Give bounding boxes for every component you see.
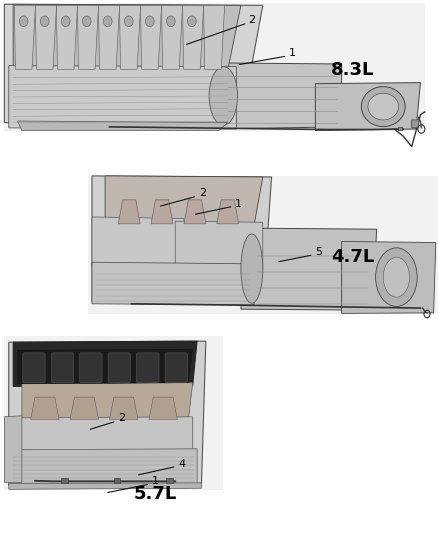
Polygon shape	[4, 4, 263, 124]
Ellipse shape	[375, 248, 417, 306]
Polygon shape	[105, 176, 263, 225]
Polygon shape	[315, 83, 420, 131]
Polygon shape	[217, 200, 239, 224]
Text: 1: 1	[289, 49, 296, 58]
Circle shape	[166, 16, 175, 27]
Polygon shape	[18, 349, 193, 384]
Polygon shape	[57, 5, 78, 69]
Polygon shape	[118, 200, 140, 224]
Polygon shape	[9, 483, 201, 489]
Text: 4.7L: 4.7L	[331, 248, 374, 266]
Polygon shape	[4, 416, 22, 482]
Circle shape	[61, 16, 70, 27]
FancyBboxPatch shape	[137, 353, 159, 383]
Ellipse shape	[209, 67, 237, 125]
Polygon shape	[398, 127, 402, 130]
Polygon shape	[92, 262, 254, 305]
Polygon shape	[13, 4, 241, 70]
Polygon shape	[151, 200, 173, 224]
Polygon shape	[204, 5, 225, 69]
Polygon shape	[9, 341, 206, 485]
Text: 8.3L: 8.3L	[331, 61, 374, 79]
FancyBboxPatch shape	[108, 353, 131, 383]
Circle shape	[187, 16, 196, 27]
FancyBboxPatch shape	[165, 353, 187, 383]
Polygon shape	[210, 63, 342, 129]
Polygon shape	[110, 397, 138, 419]
Text: 2: 2	[248, 15, 255, 25]
Polygon shape	[61, 478, 68, 483]
Circle shape	[19, 16, 28, 27]
Polygon shape	[13, 341, 197, 386]
Text: 4: 4	[178, 459, 185, 469]
FancyBboxPatch shape	[4, 336, 223, 490]
Polygon shape	[342, 241, 436, 313]
Ellipse shape	[241, 234, 263, 303]
Polygon shape	[114, 478, 120, 483]
Polygon shape	[31, 397, 59, 419]
Text: 5.7L: 5.7L	[134, 485, 177, 503]
Ellipse shape	[383, 257, 410, 297]
Circle shape	[82, 16, 91, 27]
FancyBboxPatch shape	[4, 3, 425, 131]
Circle shape	[124, 16, 133, 27]
Polygon shape	[241, 228, 377, 310]
Circle shape	[145, 16, 154, 27]
Text: 5: 5	[315, 247, 322, 257]
Polygon shape	[183, 5, 204, 69]
Polygon shape	[412, 120, 419, 128]
FancyBboxPatch shape	[23, 353, 45, 383]
Text: 2: 2	[199, 189, 206, 198]
Polygon shape	[9, 449, 197, 485]
Polygon shape	[18, 121, 228, 131]
FancyBboxPatch shape	[88, 176, 438, 314]
Polygon shape	[166, 478, 173, 483]
Polygon shape	[70, 397, 99, 419]
Text: 2: 2	[118, 414, 125, 423]
Polygon shape	[141, 5, 162, 69]
Polygon shape	[13, 417, 193, 453]
Polygon shape	[149, 397, 177, 419]
Polygon shape	[14, 5, 35, 69]
Polygon shape	[175, 221, 263, 269]
Polygon shape	[92, 176, 272, 303]
Ellipse shape	[361, 86, 405, 126]
FancyBboxPatch shape	[80, 353, 102, 383]
Ellipse shape	[368, 93, 399, 120]
Text: 1: 1	[152, 477, 159, 486]
Circle shape	[103, 16, 112, 27]
Polygon shape	[9, 66, 237, 129]
Polygon shape	[184, 200, 206, 224]
Polygon shape	[78, 5, 99, 69]
Text: 1: 1	[235, 199, 242, 208]
Circle shape	[40, 16, 49, 27]
Polygon shape	[99, 5, 120, 69]
Polygon shape	[35, 5, 57, 69]
Polygon shape	[92, 217, 184, 268]
FancyBboxPatch shape	[51, 353, 74, 383]
Polygon shape	[22, 383, 193, 421]
Polygon shape	[162, 5, 183, 69]
Polygon shape	[120, 5, 141, 69]
